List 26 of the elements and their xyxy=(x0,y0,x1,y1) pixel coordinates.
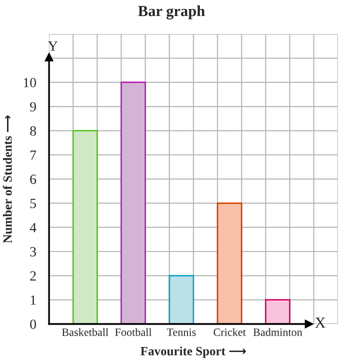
chart-title: Bar graph xyxy=(138,5,205,20)
annotation: Y xyxy=(48,42,58,51)
x-tick-label: Football xyxy=(115,328,152,336)
y-tick-label: 10 xyxy=(24,78,36,88)
bar xyxy=(120,82,146,324)
y-tick-label: 0 xyxy=(30,320,36,329)
bar xyxy=(72,130,98,324)
bar xyxy=(264,299,290,324)
x-tick-label: Tennis xyxy=(166,328,196,336)
y-tick-label: 5 xyxy=(30,198,36,208)
x-axis-title: Favourite Sport ⟶ xyxy=(140,346,246,358)
y-tick-label: 6 xyxy=(30,174,36,184)
y-tick-label: 1 xyxy=(30,295,36,305)
bar xyxy=(168,274,194,324)
y-tick-label: 7 xyxy=(30,150,36,160)
x-tick-label: Basketball xyxy=(62,328,108,336)
x-tick-label: Badminton xyxy=(253,328,302,336)
annotation: X xyxy=(315,318,326,328)
y-tick-label: 3 xyxy=(30,247,36,256)
y-axis-title: Number of Students ⟶ xyxy=(2,115,12,244)
y-tick-label: 4 xyxy=(30,223,36,232)
x-tick-label: Cricket xyxy=(214,328,246,336)
y-tick-label: 2 xyxy=(30,271,36,280)
y-tick-label: 9 xyxy=(30,102,36,112)
bar xyxy=(216,202,242,324)
y-tick-label: 8 xyxy=(30,126,36,136)
